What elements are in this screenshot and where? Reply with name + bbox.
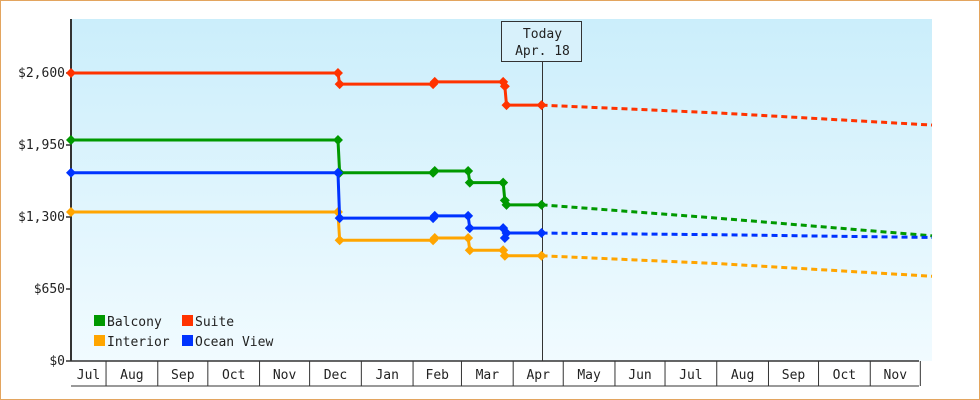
legend-label: Ocean View [195, 335, 273, 350]
x-tick-label: Nov [273, 368, 297, 383]
balcony-point[interactable] [429, 166, 440, 177]
x-tick-label: Jan [375, 368, 398, 383]
suite-point[interactable] [499, 81, 510, 92]
today-label: Today [523, 27, 562, 42]
balcony-point[interactable] [498, 177, 509, 188]
balcony-point[interactable] [66, 135, 76, 146]
interior-forecast-line [541, 254, 933, 278]
interior-point[interactable] [499, 250, 510, 261]
balcony-point[interactable] [501, 199, 512, 210]
suite-forecast-line [541, 103, 933, 127]
x-tick-label: Jul [77, 368, 100, 383]
balcony-forecast-line [541, 203, 933, 238]
ocean-view-point[interactable] [463, 210, 474, 221]
balcony-point[interactable] [332, 135, 343, 146]
interior-point[interactable] [429, 233, 440, 244]
ocean-view-point[interactable] [66, 167, 76, 178]
suite-point[interactable] [501, 100, 512, 111]
interior-point[interactable] [536, 250, 547, 261]
suite-point[interactable] [429, 76, 440, 87]
plot-area [71, 19, 932, 361]
today-box [501, 21, 582, 62]
y-tick-label: $2,600 [18, 66, 65, 81]
x-tick-label: Sep [782, 368, 806, 383]
ocean-view-point[interactable] [332, 167, 343, 178]
y-tick-label: $650 [34, 282, 65, 297]
legend-label: Balcony [107, 315, 162, 330]
legend-swatch [182, 335, 193, 346]
x-tick-label: Aug [731, 368, 754, 383]
x-tick-label: Jun [628, 368, 651, 383]
x-tick-label: Jul [679, 368, 702, 383]
x-tick-label: May [577, 368, 601, 383]
balcony-point[interactable] [536, 199, 547, 210]
x-tick-label: Dec [324, 368, 347, 383]
legend-swatch [94, 335, 105, 346]
balcony-point[interactable] [463, 166, 474, 177]
legend-swatch [182, 315, 193, 326]
x-tick-label: Mar [476, 368, 500, 383]
interior-point[interactable] [334, 235, 345, 246]
suite-point[interactable] [332, 68, 343, 78]
x-tick-label: Oct [833, 368, 856, 383]
legend-label: Suite [195, 315, 234, 330]
balcony-point[interactable] [464, 177, 475, 188]
y-tick-label: $1,300 [18, 210, 65, 225]
interior-point[interactable] [66, 207, 76, 218]
x-tick-label: Feb [426, 368, 450, 383]
legend-label: Interior [107, 335, 170, 350]
ocean-view-point[interactable] [464, 223, 475, 234]
interior-point[interactable] [464, 245, 475, 256]
x-tick-label: Apr [526, 368, 550, 383]
x-tick-label: Nov [884, 368, 908, 383]
ocean-view-forecast-line [541, 231, 933, 239]
today-date-label: Apr. 18 [515, 44, 570, 59]
suite-point[interactable] [536, 100, 547, 111]
ocean-view-point[interactable] [501, 228, 512, 239]
x-tick-label: Oct [222, 368, 245, 383]
ocean-view-point[interactable] [429, 210, 440, 221]
ocean-view-point[interactable] [536, 228, 547, 239]
suite-point[interactable] [66, 68, 76, 78]
ocean-view-point[interactable] [334, 213, 345, 224]
suite-point[interactable] [334, 79, 345, 90]
x-tick-label: Sep [171, 368, 195, 383]
x-tick-label: Aug [120, 368, 143, 383]
legend-swatch [94, 315, 105, 326]
interior-point[interactable] [463, 233, 474, 244]
y-tick-label: $1,950 [18, 138, 65, 153]
y-tick-label: $0 [49, 354, 65, 369]
